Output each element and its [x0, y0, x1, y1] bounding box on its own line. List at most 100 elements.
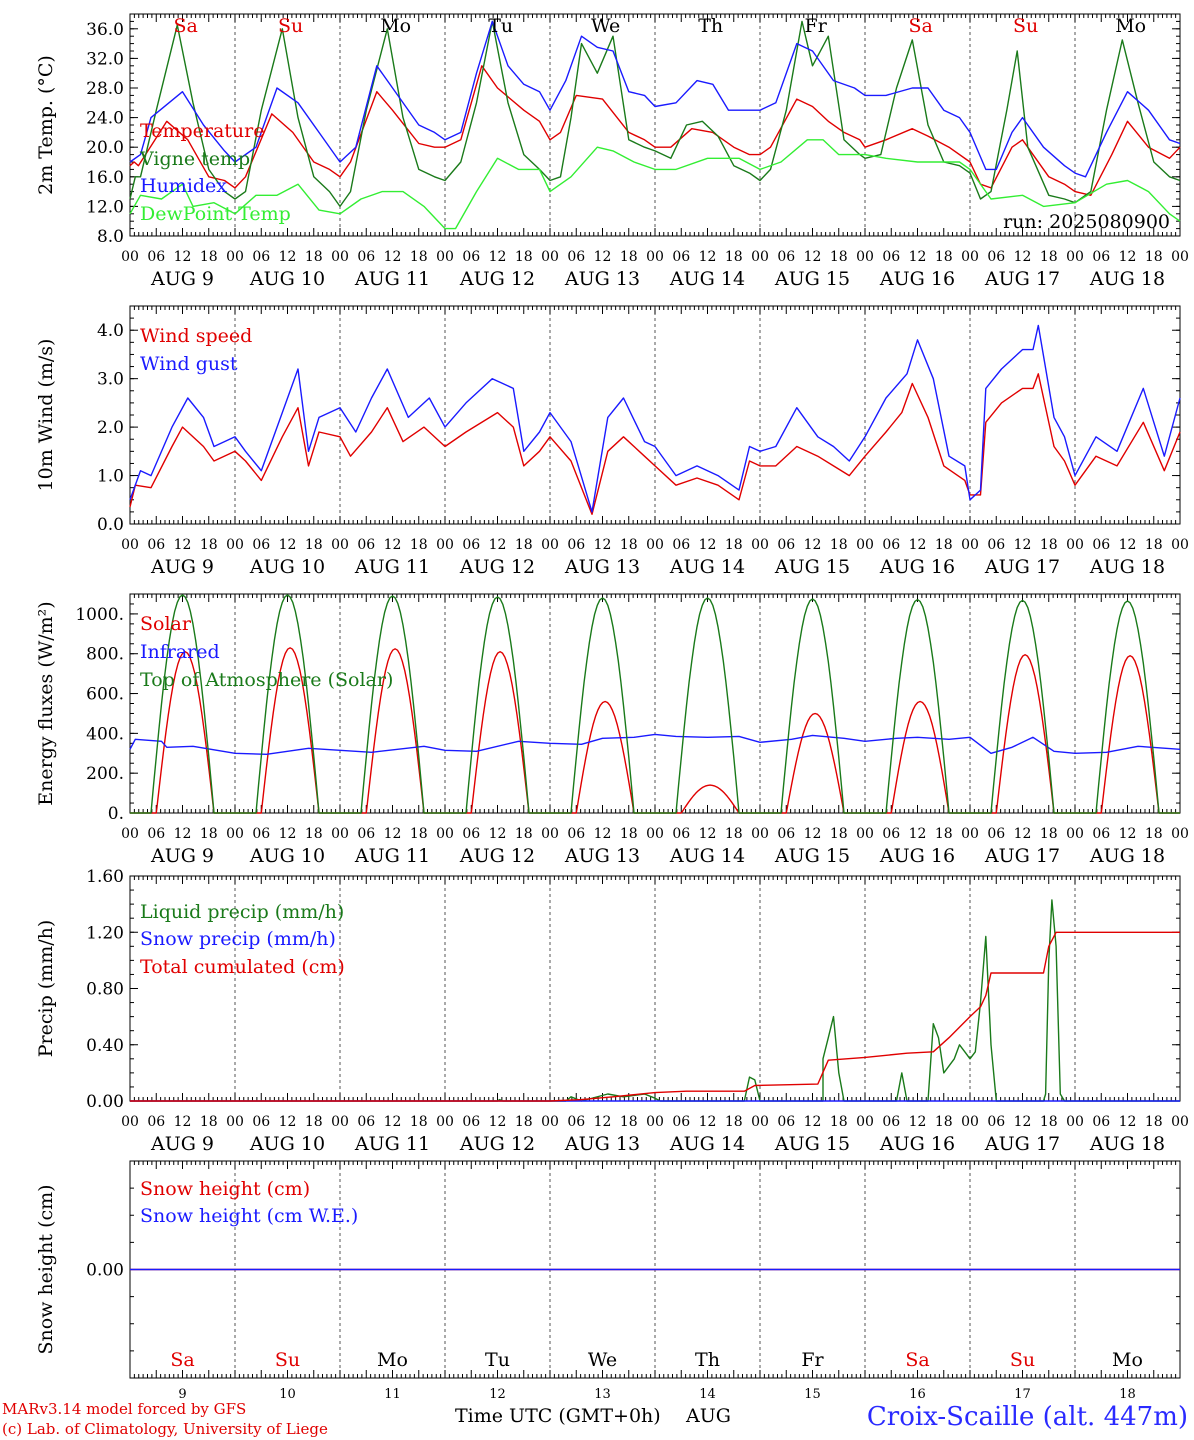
- date-label: AUG 9: [150, 1133, 214, 1155]
- date-label: AUG 14: [669, 556, 745, 578]
- weekday-label: Mo: [1112, 1349, 1143, 1371]
- hour-tick-label: 12: [909, 537, 927, 553]
- legend-entry: Temperature: [140, 120, 264, 142]
- date-label: AUG 14: [669, 268, 745, 290]
- date-label: AUG 16: [879, 1133, 955, 1155]
- hour-tick-label: 06: [777, 537, 795, 553]
- y-axis-title: 10m Wind (m/s): [35, 339, 57, 492]
- panel-energy: 0. 200. 400. 600. 800. 1000. Energy fluxes (W/…: [35, 593, 1189, 867]
- hour-tick-label: 00: [646, 537, 664, 553]
- y-tick-label: 600.: [86, 685, 124, 705]
- date-label: AUG 9: [150, 556, 214, 578]
- hour-tick-label: 12: [699, 537, 717, 553]
- y-tick-label: 36.0: [86, 20, 124, 40]
- hour-tick-label: 12: [1119, 537, 1137, 553]
- hour-tick-label: 18: [830, 1114, 848, 1130]
- hour-tick-label: 18: [725, 826, 743, 842]
- weekday-label: We: [588, 1349, 617, 1371]
- series-line-infrared: [129, 733, 1181, 755]
- hour-tick-label: 06: [462, 1114, 480, 1130]
- hour-tick-label: 12: [594, 826, 612, 842]
- y-tick-label: 200.: [86, 764, 124, 784]
- date-label: AUG 14: [669, 1133, 745, 1155]
- hour-tick-label: 06: [1092, 1114, 1110, 1130]
- hour-tick-label: 18: [830, 826, 848, 842]
- hour-tick-label: 00: [1171, 826, 1189, 842]
- legend-entry: Solar: [140, 613, 192, 635]
- hour-tick-label: 06: [777, 1114, 795, 1130]
- panel-temperature: 8.0 12.0 16.0 20.0 24.0 28.0 32.0 36.0 2m Temp. …: [35, 13, 1189, 290]
- hour-tick-label: 18: [515, 537, 533, 553]
- series-line-wind-gust: [129, 324, 1181, 513]
- run-annotation: run: 2025080900: [1003, 211, 1170, 233]
- hour-tick-label: 18: [410, 826, 428, 842]
- day-number-label: 17: [1014, 1387, 1031, 1402]
- hour-tick-label: 18: [725, 249, 743, 265]
- hour-tick-label: 12: [384, 537, 402, 553]
- weekday-label: Fr: [805, 15, 828, 37]
- date-label: AUG 17: [984, 556, 1060, 578]
- hour-tick-label: 06: [357, 249, 375, 265]
- hour-tick-label: 00: [751, 537, 769, 553]
- hour-tick-label: 06: [357, 1114, 375, 1130]
- weekday-label: Th: [698, 15, 723, 37]
- date-label: AUG 11: [354, 556, 430, 578]
- date-label: AUG 13: [564, 268, 640, 290]
- hour-tick-label: 18: [620, 826, 638, 842]
- series-line-humidex: [129, 20, 1181, 178]
- hour-tick-label: 06: [987, 1114, 1005, 1130]
- weekday-label: Sa: [908, 15, 932, 37]
- y-tick-label: 3.0: [97, 370, 124, 390]
- hour-tick-label: 06: [672, 826, 690, 842]
- hour-tick-label: 06: [1092, 537, 1110, 553]
- date-label: AUG 18: [1089, 268, 1165, 290]
- hour-tick-label: 18: [410, 537, 428, 553]
- weekday-label: Mo: [380, 15, 411, 37]
- hour-tick-label: 00: [646, 249, 664, 265]
- hour-tick-label: 12: [384, 249, 402, 265]
- day-number-label: 12: [489, 1387, 506, 1402]
- hour-tick-label: 18: [1040, 826, 1058, 842]
- hour-tick-label: 00: [1171, 249, 1189, 265]
- hour-tick-label: 12: [174, 249, 192, 265]
- hour-tick-label: 18: [1145, 249, 1163, 265]
- y-tick-label: 32.0: [86, 49, 124, 69]
- hour-tick-label: 12: [1014, 826, 1032, 842]
- day-number-label: 13: [594, 1387, 611, 1402]
- date-label: AUG 18: [1089, 845, 1165, 867]
- hour-tick-label: 18: [1040, 1114, 1058, 1130]
- hour-tick-label: 06: [777, 826, 795, 842]
- hour-tick-label: 12: [699, 1114, 717, 1130]
- date-label: AUG 11: [354, 268, 430, 290]
- hour-tick-label: 12: [279, 826, 297, 842]
- hour-tick-label: 18: [515, 1114, 533, 1130]
- hour-tick-label: 12: [1119, 249, 1137, 265]
- hour-tick-label: 18: [1145, 1114, 1163, 1130]
- hour-tick-label: 06: [987, 826, 1005, 842]
- hour-tick-label: 00: [961, 537, 979, 553]
- hour-tick-label: 00: [751, 826, 769, 842]
- date-label: AUG 12: [459, 556, 535, 578]
- series-line-wind-speed: [129, 373, 1181, 515]
- hour-tick-label: 12: [804, 249, 822, 265]
- hour-tick-label: 06: [147, 826, 165, 842]
- date-label: AUG 17: [984, 845, 1060, 867]
- hour-tick-label: 06: [567, 537, 585, 553]
- day-number-label: 16: [909, 1387, 926, 1402]
- station-name: Croix-Scaille (alt. 447m): [866, 1402, 1188, 1432]
- series-line-vigne-temp: [129, 20, 1181, 208]
- y-tick-label: 24.0: [86, 109, 124, 129]
- hour-tick-label: 18: [935, 537, 953, 553]
- hour-tick-label: 00: [331, 249, 349, 265]
- hour-tick-label: 06: [777, 249, 795, 265]
- date-label: AUG 10: [249, 556, 325, 578]
- hour-tick-label: 12: [1014, 249, 1032, 265]
- hour-tick-label: 00: [541, 249, 559, 265]
- hour-tick-label: 12: [279, 537, 297, 553]
- hour-tick-label: 00: [961, 249, 979, 265]
- y-tick-label: 12.0: [86, 197, 124, 217]
- hour-tick-label: 00: [541, 1114, 559, 1130]
- hour-tick-label: 12: [909, 249, 927, 265]
- weekday-label: Th: [695, 1349, 720, 1371]
